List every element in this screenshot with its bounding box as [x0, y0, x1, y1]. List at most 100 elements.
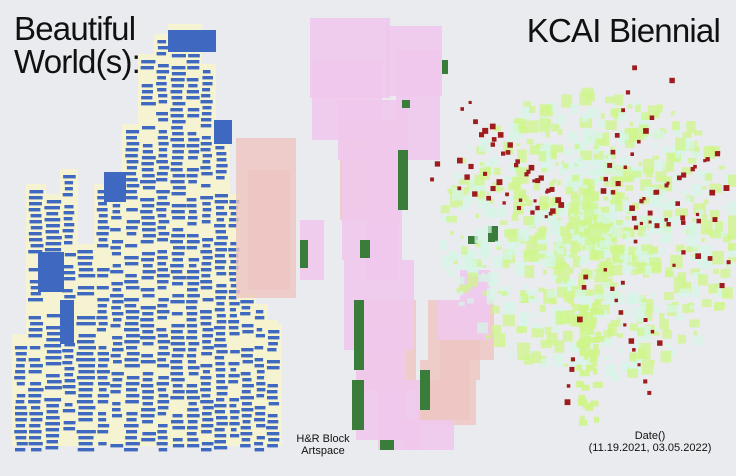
tower-bar	[240, 312, 251, 316]
burst-cell	[693, 203, 706, 215]
tower-bar	[229, 200, 240, 204]
tower-bar	[202, 202, 211, 206]
tower-bar	[214, 200, 228, 204]
tower-bar	[45, 434, 60, 438]
tower-bar	[170, 78, 185, 82]
burst-cell	[482, 208, 495, 218]
burst-cell	[622, 222, 629, 227]
tower-bar	[98, 382, 110, 386]
tower-bar	[124, 340, 140, 344]
tower-bar	[200, 280, 213, 284]
burst-cell	[460, 158, 467, 164]
tower-bar	[216, 218, 225, 222]
tower-bar	[125, 436, 137, 440]
burst-cell	[574, 143, 580, 150]
burst-cell	[529, 295, 535, 299]
tower-bar	[97, 424, 110, 428]
burst-cell	[480, 161, 493, 173]
burst-cell	[692, 272, 703, 280]
red-dot	[633, 225, 639, 230]
tower-bar	[126, 160, 139, 164]
burst-cell	[674, 222, 678, 225]
burst-cell	[523, 253, 530, 258]
burst-cell	[659, 319, 669, 330]
tower-bar	[256, 328, 263, 332]
tower-bar	[172, 132, 184, 136]
burst-cell	[609, 224, 621, 238]
burst-cell	[721, 287, 733, 299]
burst-cell	[522, 202, 527, 207]
tower-bar	[46, 224, 60, 228]
burst-cell	[556, 114, 565, 126]
burst-stem	[586, 323, 596, 330]
tower-bar	[242, 384, 254, 388]
tower-bar	[158, 376, 169, 380]
burst-cell	[555, 162, 559, 166]
tower-bar	[125, 148, 139, 152]
burst-cell	[656, 104, 663, 113]
tower-bar	[156, 382, 169, 386]
burst-cell	[689, 305, 695, 309]
tower-bar	[171, 354, 184, 358]
burst-cell	[577, 214, 581, 217]
burst-cell	[481, 254, 490, 260]
burst-cell	[613, 254, 623, 264]
burst-cell	[682, 304, 689, 314]
tower-bar	[186, 384, 198, 388]
burst-cell	[579, 117, 593, 128]
tower-bar	[97, 190, 107, 194]
burst-cell	[503, 250, 513, 261]
burst-cell	[625, 185, 633, 191]
tower-bar	[240, 396, 254, 400]
tower-bar	[188, 402, 197, 406]
red-dot	[639, 221, 643, 226]
burst-cell	[467, 298, 474, 304]
tower-bar	[98, 346, 107, 350]
tower-bar	[142, 378, 153, 382]
burst-stem	[583, 322, 589, 329]
tower-bar	[187, 366, 200, 370]
burst-cell	[627, 104, 633, 109]
burst-cell	[629, 238, 635, 244]
tower-bar	[216, 212, 228, 216]
green-block	[352, 380, 364, 430]
red-dot	[515, 159, 520, 164]
tower-bar	[142, 372, 154, 376]
burst-cell	[691, 285, 701, 297]
tower-bar	[142, 144, 153, 148]
tower-bar	[16, 358, 26, 362]
tower-bar	[228, 254, 239, 258]
tower-bar	[186, 336, 198, 340]
tower-bar	[97, 352, 109, 356]
tower-bar	[157, 256, 168, 260]
burst-cell	[529, 145, 540, 155]
tower-bar	[216, 284, 227, 288]
tower-bar	[31, 448, 42, 452]
tower-bar	[267, 420, 279, 424]
burst-cell	[539, 195, 549, 206]
tower-bar	[45, 362, 62, 366]
burst-cell	[557, 206, 566, 216]
burst-cell	[700, 265, 704, 269]
burst-cell	[665, 343, 671, 348]
tower-bar	[240, 426, 251, 430]
burst-cell	[618, 348, 624, 353]
burst-cell	[619, 255, 627, 260]
burst-cell	[482, 290, 488, 296]
tower-bar	[242, 360, 253, 364]
burst-cell	[643, 187, 657, 197]
burst-cell	[649, 257, 661, 274]
tower-bar	[171, 66, 186, 70]
tower-bar	[188, 258, 200, 262]
tower-bar	[158, 148, 168, 152]
tower-bar	[44, 386, 62, 390]
burst-cell	[673, 216, 681, 224]
tower-block	[168, 30, 216, 52]
tower-bar	[112, 408, 121, 412]
tower-bar	[64, 235, 73, 239]
burst-cell	[531, 324, 542, 332]
tower-bar	[216, 236, 228, 240]
burst-cell	[657, 197, 662, 202]
burst-cell	[653, 130, 665, 139]
tower-bar	[28, 268, 42, 272]
